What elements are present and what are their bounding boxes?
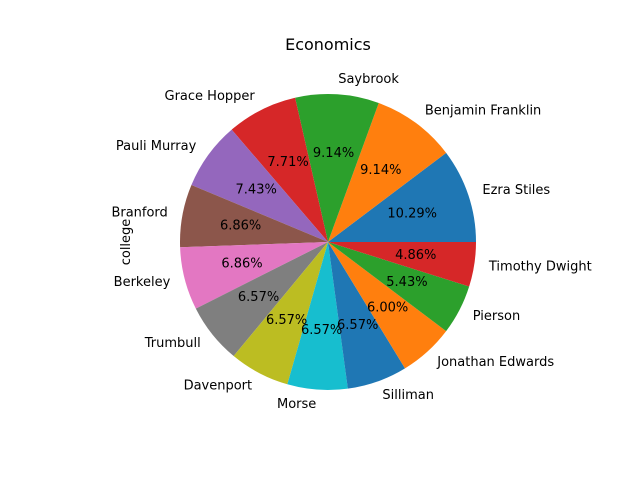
slice-label-davenport: Davenport <box>184 379 253 394</box>
slice-pct-davenport: 6.57% <box>266 313 307 328</box>
pie-slice-pauli-murray <box>191 129 328 242</box>
chart-title: Economics <box>285 35 371 54</box>
slice-label-branford: Branford <box>111 205 167 220</box>
pie-slice-berkeley <box>180 242 328 309</box>
slice-pct-pauli-murray: 7.43% <box>236 182 277 197</box>
slice-label-ezra-stiles: Ezra Stiles <box>482 183 550 198</box>
pie-slice-grace-hopper <box>231 97 328 243</box>
pie-slice-timothy-dwight <box>328 242 476 287</box>
slice-label-saybrook: Saybrook <box>338 72 399 87</box>
pie-slice-saybrook <box>295 94 379 243</box>
y-axis-label: college <box>119 219 134 266</box>
slice-pct-pierson: 5.43% <box>386 275 427 290</box>
pie-slice-morse <box>287 242 348 391</box>
slice-pct-branford: 6.86% <box>220 219 261 234</box>
pie-slice-benjamin-franklin <box>328 102 447 242</box>
slice-pct-grace-hopper: 7.71% <box>267 155 308 170</box>
slice-label-trumbull: Trumbull <box>144 336 201 351</box>
slice-label-grace-hopper: Grace Hopper <box>165 89 256 104</box>
slice-label-berkeley: Berkeley <box>114 275 171 290</box>
slice-label-morse: Morse <box>277 397 316 412</box>
pie-slice-davenport <box>233 242 328 385</box>
slice-pct-jonathan-edwards: 6.00% <box>367 300 408 315</box>
slice-label-timothy-dwight: Timothy Dwight <box>488 259 592 274</box>
slice-pct-benjamin-franklin: 9.14% <box>360 163 401 178</box>
pie-slice-ezra-stiles <box>328 152 476 242</box>
pie-slice-jonathan-edwards <box>328 242 447 369</box>
slice-pct-saybrook: 9.14% <box>313 146 354 161</box>
pie-slice-pierson <box>328 242 470 332</box>
pie-slice-branford <box>180 185 328 248</box>
slice-pct-berkeley: 6.86% <box>221 257 262 272</box>
pie-slice-trumbull <box>195 242 328 357</box>
slice-label-jonathan-edwards: Jonathan Edwards <box>436 355 554 370</box>
pie-slice-silliman <box>328 242 406 389</box>
slice-pct-ezra-stiles: 10.29% <box>387 206 437 221</box>
pie-slices <box>180 94 476 391</box>
slice-label-benjamin-franklin: Benjamin Franklin <box>425 104 541 119</box>
slice-pct-timothy-dwight: 4.86% <box>395 248 436 263</box>
slice-label-silliman: Silliman <box>382 388 434 403</box>
slice-label-pierson: Pierson <box>473 309 520 324</box>
pie-labels: Ezra Stiles 10.29% Benjamin Franklin 9.14% S… <box>111 72 591 412</box>
slice-pct-silliman: 6.57% <box>337 318 378 333</box>
slice-label-pauli-murray: Pauli Murray <box>116 139 197 154</box>
slice-pct-trumbull: 6.57% <box>238 290 279 305</box>
slice-pct-morse: 6.57% <box>301 323 342 338</box>
